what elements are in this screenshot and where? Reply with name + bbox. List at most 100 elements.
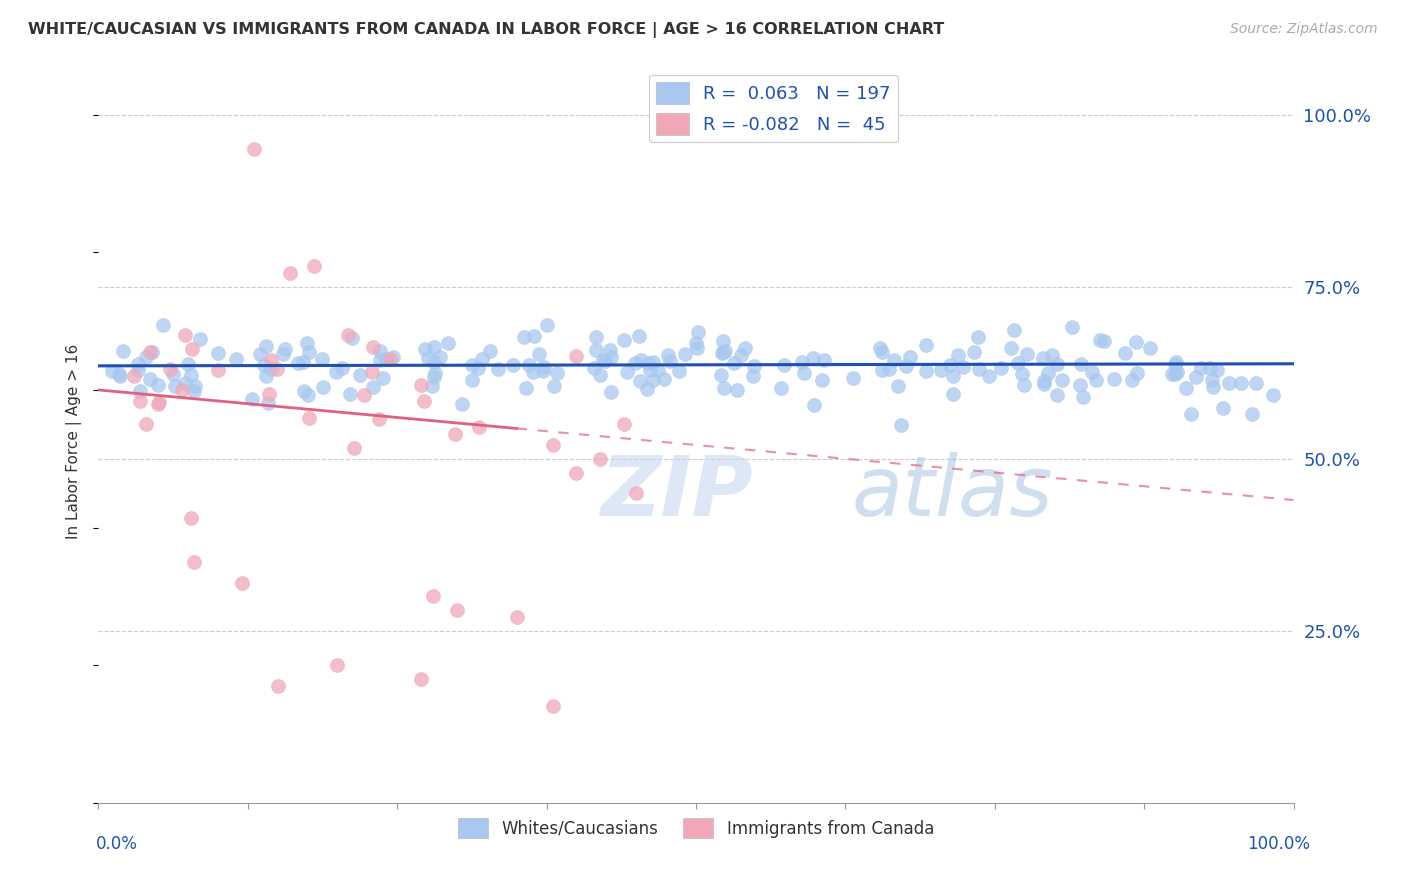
- Point: [1241, 407, 1264, 421]
- Point: [173, 327, 195, 342]
- Point: [638, 363, 661, 377]
- Point: [1184, 370, 1206, 384]
- Point: [461, 372, 484, 386]
- Point: [1069, 378, 1091, 392]
- Point: [111, 343, 134, 358]
- Point: [713, 344, 735, 359]
- Point: [1062, 320, 1084, 334]
- Point: [371, 371, 394, 385]
- Point: [593, 354, 616, 368]
- Point: [1045, 388, 1067, 402]
- Point: [183, 384, 205, 399]
- Point: [742, 359, 765, 373]
- Point: [135, 417, 157, 432]
- Point: [890, 418, 912, 433]
- Point: [420, 378, 443, 392]
- Point: [411, 672, 433, 686]
- Point: [361, 365, 384, 379]
- Point: [1012, 378, 1035, 392]
- Point: [1036, 366, 1059, 380]
- Point: [1011, 368, 1033, 382]
- Point: [254, 339, 277, 353]
- Point: [444, 426, 467, 441]
- Point: [641, 355, 664, 369]
- Point: [541, 438, 564, 452]
- Point: [1229, 376, 1251, 390]
- Point: [471, 352, 494, 367]
- Point: [887, 379, 910, 393]
- Point: [1139, 341, 1161, 355]
- Point: [302, 259, 325, 273]
- Point: [278, 266, 301, 280]
- Point: [869, 341, 891, 355]
- Point: [894, 359, 917, 373]
- Point: [422, 590, 444, 604]
- Point: [292, 384, 315, 399]
- Point: [1092, 334, 1115, 348]
- Point: [626, 486, 648, 500]
- Point: [769, 381, 792, 395]
- Point: [686, 341, 709, 355]
- Point: [254, 368, 277, 383]
- Point: [128, 393, 150, 408]
- Legend: Whites/Caucasians, Immigrants from Canada: Whites/Caucasians, Immigrants from Canad…: [451, 812, 941, 845]
- Point: [523, 329, 546, 343]
- Y-axis label: In Labor Force | Age > 16: In Labor Force | Age > 16: [66, 344, 83, 539]
- Point: [714, 344, 737, 359]
- Point: [108, 369, 131, 384]
- Point: [962, 345, 984, 359]
- Point: [336, 328, 359, 343]
- Point: [657, 348, 679, 362]
- Point: [939, 359, 962, 373]
- Point: [183, 555, 205, 569]
- Point: [188, 332, 211, 346]
- Point: [613, 333, 636, 347]
- Point: [382, 350, 405, 364]
- Point: [240, 392, 263, 406]
- Point: [176, 357, 198, 371]
- Point: [565, 466, 588, 480]
- Point: [1015, 347, 1038, 361]
- Point: [429, 350, 451, 364]
- Point: [772, 358, 794, 372]
- Point: [325, 365, 347, 379]
- Point: [734, 341, 756, 355]
- Point: [1202, 380, 1225, 394]
- Point: [543, 379, 565, 393]
- Point: [349, 368, 371, 383]
- Point: [1175, 381, 1198, 395]
- Point: [1125, 334, 1147, 349]
- Point: [368, 353, 391, 368]
- Point: [713, 381, 735, 395]
- Point: [641, 373, 664, 387]
- Point: [506, 610, 529, 624]
- Point: [274, 342, 297, 356]
- Point: [257, 387, 280, 401]
- Text: WHITE/CAUCASIAN VS IMMIGRANTS FROM CANADA IN LABOR FORCE | AGE > 16 CORRELATION : WHITE/CAUCASIAN VS IMMIGRANTS FROM CANAD…: [28, 22, 945, 38]
- Point: [658, 353, 681, 368]
- Point: [184, 379, 207, 393]
- Text: atlas: atlas: [852, 451, 1053, 533]
- Point: [374, 352, 396, 367]
- Point: [589, 368, 612, 382]
- Point: [723, 355, 745, 369]
- Point: [1199, 360, 1222, 375]
- Point: [257, 396, 280, 410]
- Point: [1040, 348, 1063, 362]
- Point: [1114, 346, 1136, 360]
- Point: [340, 331, 363, 345]
- Text: 0.0%: 0.0%: [96, 835, 138, 853]
- Point: [260, 362, 283, 376]
- Point: [260, 353, 283, 368]
- Point: [467, 361, 489, 376]
- Point: [637, 356, 659, 370]
- Point: [1070, 357, 1092, 371]
- Point: [298, 344, 321, 359]
- Point: [741, 369, 763, 384]
- Point: [162, 368, 184, 382]
- Point: [585, 343, 607, 357]
- Point: [172, 383, 194, 397]
- Point: [343, 442, 366, 456]
- Point: [180, 368, 202, 383]
- Text: 100.0%: 100.0%: [1247, 835, 1310, 853]
